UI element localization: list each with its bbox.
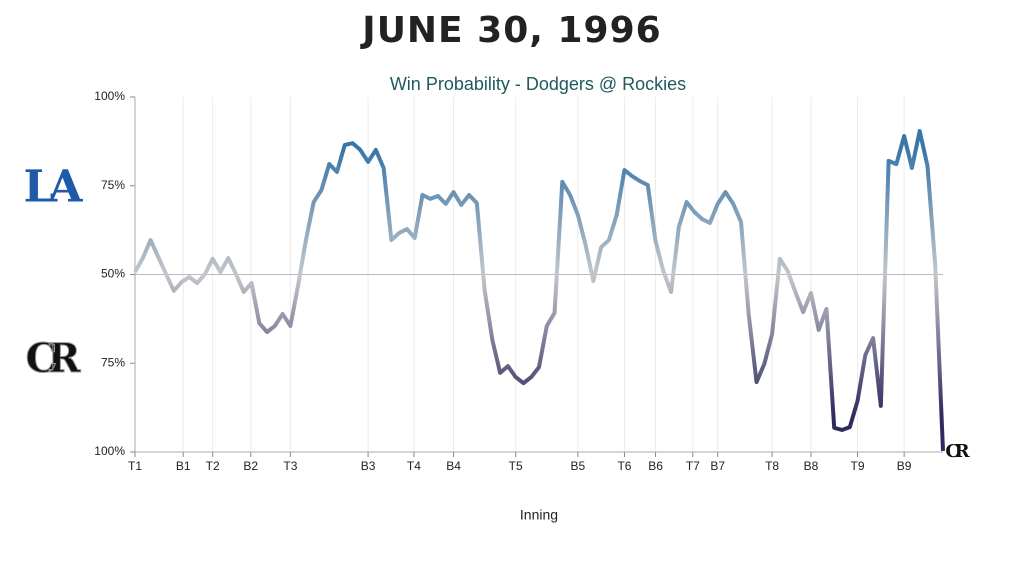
y-tick-label: 75% bbox=[101, 355, 125, 369]
x-tick-label: T9 bbox=[851, 459, 865, 473]
x-tick-label: B1 bbox=[176, 459, 191, 473]
x-tick-label: T1 bbox=[128, 459, 142, 473]
win-probability-line bbox=[133, 129, 945, 452]
x-tick-label: T4 bbox=[407, 459, 421, 473]
x-tick-label: T7 bbox=[686, 459, 700, 473]
x-tick-label: T8 bbox=[765, 459, 779, 473]
x-tick-label: B4 bbox=[446, 459, 461, 473]
grid: T1 B1 T2 B2 T3 B3 T4 B4 T5 B5 T6 B6 T7 B7 T8 B8 T9 B9 100%… bbox=[94, 89, 943, 473]
logo-bottom: CR bbox=[25, 335, 81, 382]
x-tick-label: B6 bbox=[648, 459, 663, 473]
x-tick-label: B5 bbox=[571, 459, 586, 473]
x-tick-label: B3 bbox=[361, 459, 376, 473]
x-tick-label: T3 bbox=[283, 459, 297, 473]
logo-end: CR bbox=[945, 441, 970, 462]
logo-top: LA bbox=[23, 162, 83, 213]
chart-title: JUNE 30, 1996 bbox=[359, 10, 661, 51]
x-tick-label: B9 bbox=[897, 459, 912, 473]
x-tick-label: T2 bbox=[206, 459, 220, 473]
x-tick-label: B8 bbox=[804, 459, 819, 473]
x-tick-label: B2 bbox=[243, 459, 258, 473]
x-tick-label: B7 bbox=[710, 459, 725, 473]
y-tick-label: 100% bbox=[94, 89, 125, 103]
y-tick-label: 50% bbox=[101, 267, 125, 281]
x-tick-label: T6 bbox=[617, 459, 631, 473]
x-tick-label: T5 bbox=[509, 459, 523, 473]
y-tick-label: 100% bbox=[94, 444, 125, 458]
plot bbox=[133, 129, 945, 452]
y-tick-label: 75% bbox=[101, 178, 125, 192]
x-axis-label: Inning bbox=[520, 507, 558, 523]
chart-subtitle: Win Probability - Dodgers @ Rockies bbox=[390, 74, 686, 94]
